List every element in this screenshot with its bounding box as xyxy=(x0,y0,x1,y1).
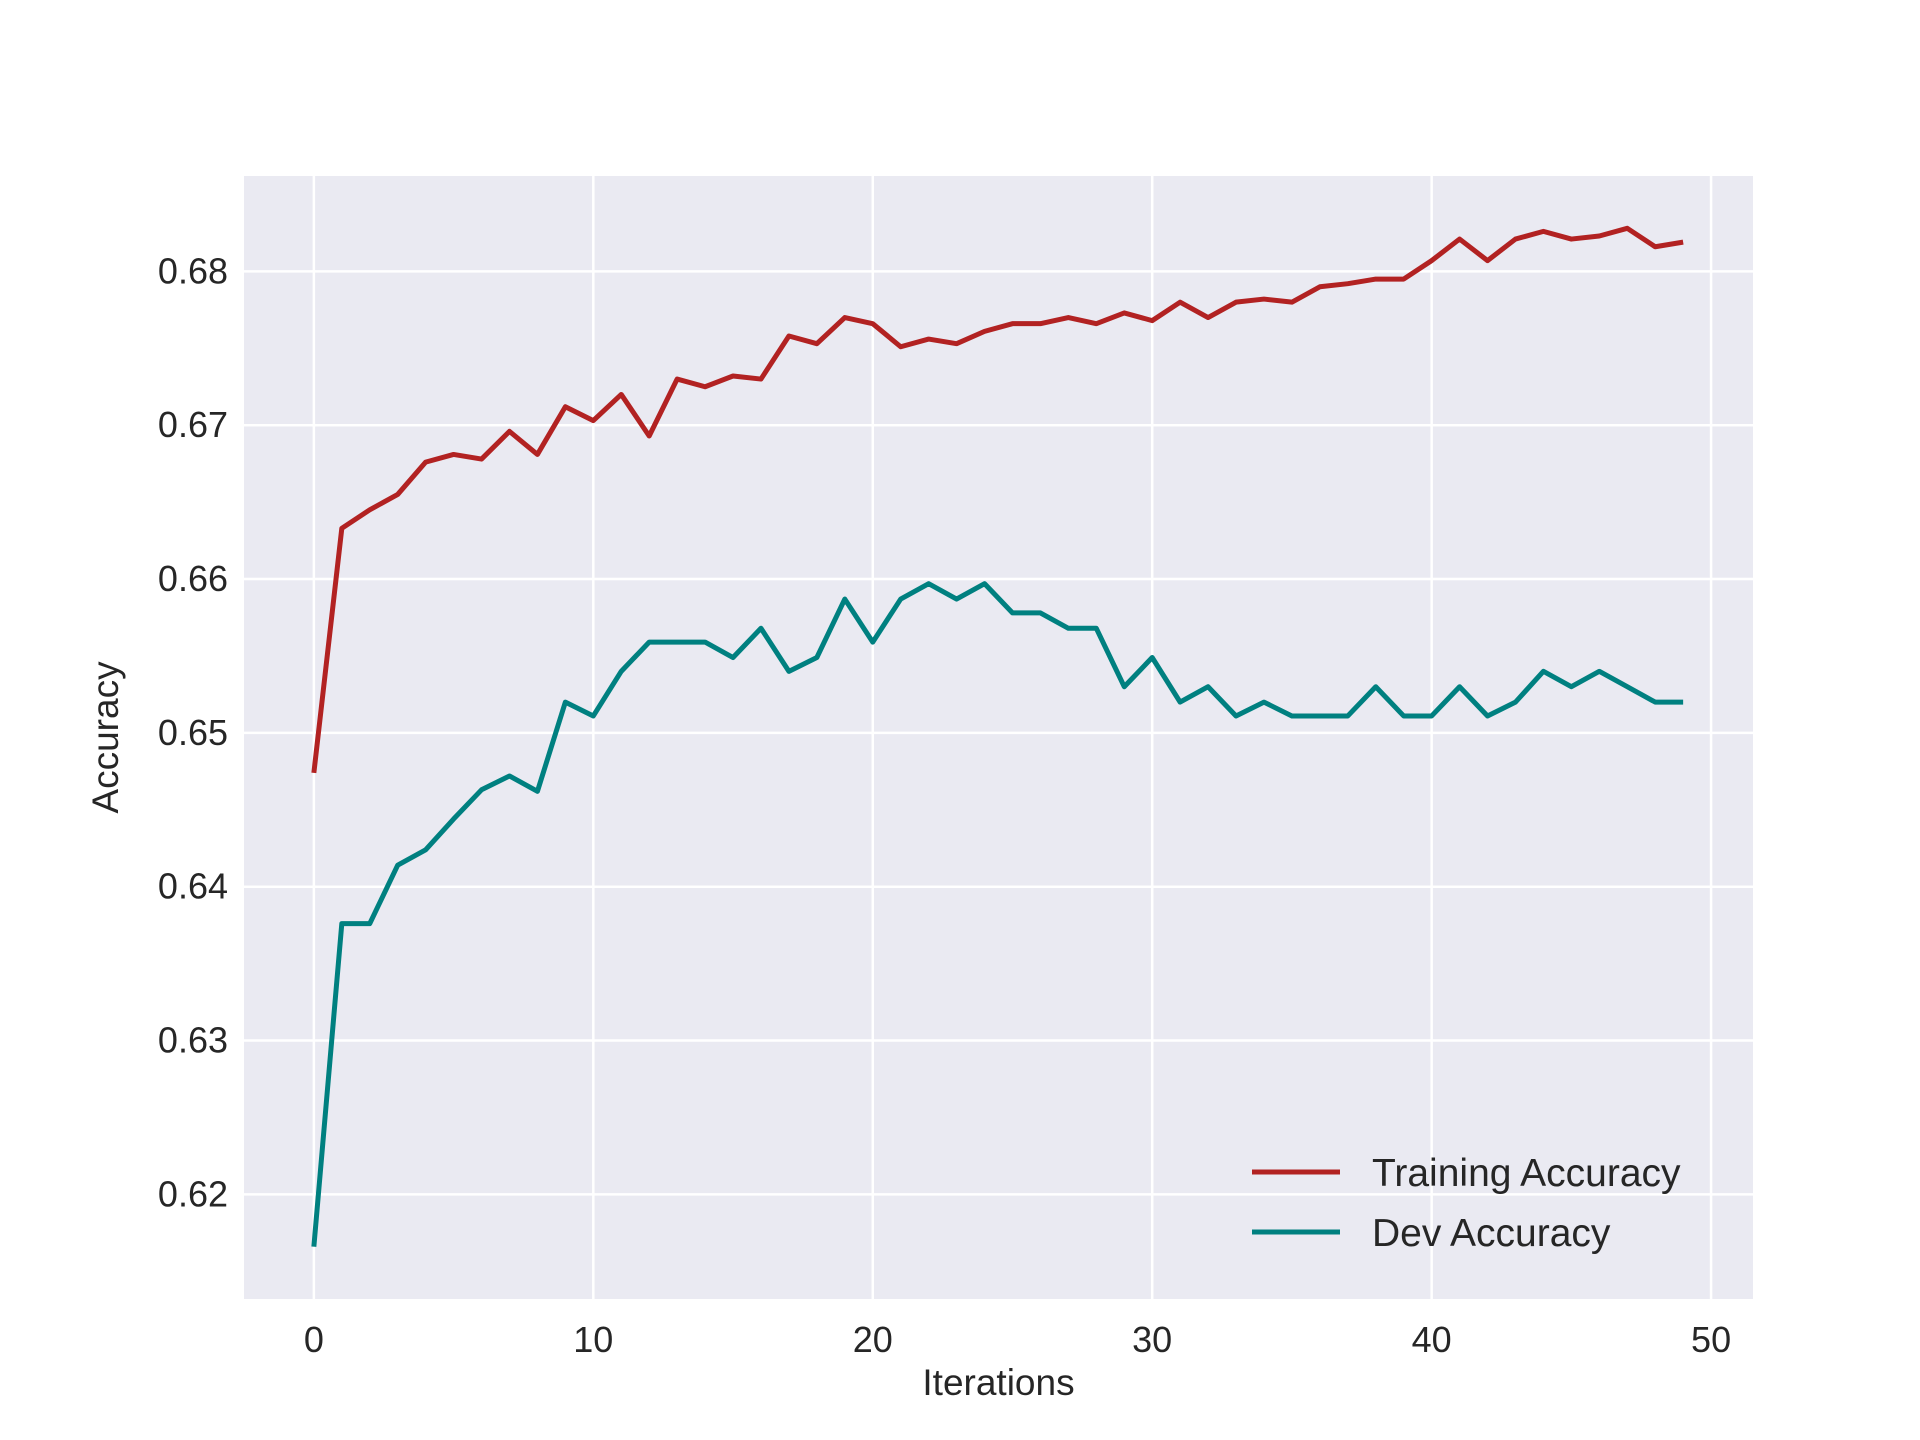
y-tick-label: 0.66 xyxy=(158,558,228,599)
grid-lines xyxy=(244,176,1753,1299)
y-tick-label: 0.68 xyxy=(158,250,228,291)
y-tick-label: 0.64 xyxy=(158,866,228,907)
y-tick-label: 0.63 xyxy=(158,1020,228,1061)
x-tick-label: 30 xyxy=(1132,1319,1172,1360)
series-layer xyxy=(311,225,1684,1247)
y-tick-labels: 0.62 0.63 0.64 0.65 0.66 0.67 0.68 xyxy=(158,250,228,1214)
x-tick-label: 20 xyxy=(853,1319,893,1360)
x-tick-label: 40 xyxy=(1412,1319,1452,1360)
x-tick-label: 10 xyxy=(573,1319,613,1360)
legend: Training Accuracy Dev Accuracy xyxy=(1252,1152,1681,1255)
legend-label: Training Accuracy xyxy=(1372,1152,1681,1195)
x-tick-label: 0 xyxy=(304,1319,324,1360)
x-axis-label: Iterations xyxy=(922,1362,1074,1403)
x-tick-labels: 0 10 20 30 40 50 xyxy=(304,1319,1731,1360)
plot-background xyxy=(244,176,1753,1299)
x-tick-label: 50 xyxy=(1691,1319,1731,1360)
legend-label: Dev Accuracy xyxy=(1372,1212,1611,1255)
y-tick-label: 0.67 xyxy=(158,404,228,445)
series-line-dev-accuracy xyxy=(311,581,1684,1247)
y-axis-label: Accuracy xyxy=(85,661,126,814)
y-tick-label: 0.62 xyxy=(158,1173,228,1214)
series-line-training-accuracy xyxy=(311,225,1684,774)
y-tick-label: 0.65 xyxy=(158,712,228,753)
